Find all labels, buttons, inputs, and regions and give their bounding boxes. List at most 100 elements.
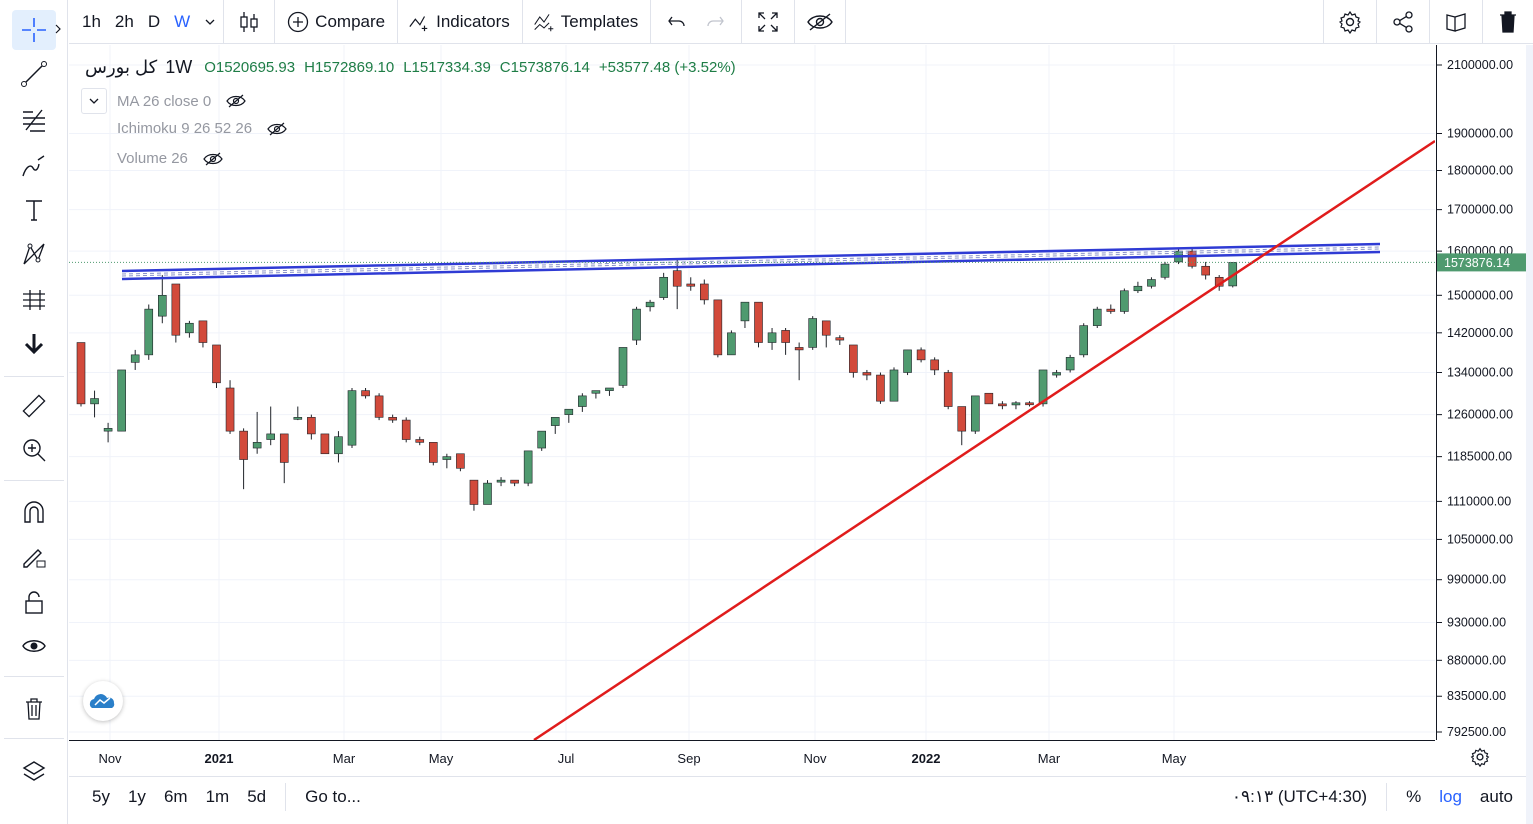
close-value: C1573876.14: [499, 59, 590, 76]
axis-settings-button[interactable]: [1460, 742, 1500, 772]
object-tree-button[interactable]: [12, 752, 56, 792]
last-price-badge: [1437, 253, 1527, 272]
change-value: +53577.48 (+3.52%): [598, 59, 736, 76]
collapse-legend-button[interactable]: [81, 88, 107, 114]
time-axis[interactable]: Nov 2021 Mar May Jul Sep Nov 2022 Mar May: [69, 740, 1435, 776]
price-axis-scale: 2100000.00 1900000.00 1800000.00 1700000.00…: [1437, 58, 1527, 739]
candle-down: [239, 430, 248, 460]
remove-drawings-button[interactable]: [12, 688, 56, 728]
candle-down: [943, 372, 953, 407]
snapshot-button[interactable]: [1430, 0, 1482, 44]
price-tick-label: 990000.00: [1447, 573, 1506, 587]
candle-up: [442, 456, 452, 460]
price-tick-label: 1110000.00: [1447, 494, 1511, 508]
chevron-right-icon[interactable]: [54, 23, 62, 35]
interval-1h-button[interactable]: 1h: [82, 11, 101, 31]
candle-down: [957, 406, 967, 432]
ma-indicator-label[interactable]: MA 26 close 0: [117, 92, 212, 110]
candle-down: [916, 349, 926, 361]
magnet-icon: [24, 501, 44, 523]
candle-up: [1079, 325, 1089, 356]
range-6m-button[interactable]: 6m: [163, 786, 188, 806]
candle-up: [537, 430, 547, 449]
share-button[interactable]: [1377, 0, 1429, 44]
auto-scale-button[interactable]: auto: [1479, 786, 1513, 806]
magnet-button[interactable]: [12, 492, 56, 532]
stay-drawing-button[interactable]: [12, 536, 56, 576]
candle-down: [76, 342, 86, 405]
lock-drawings-button[interactable]: [12, 582, 56, 622]
price-tick-label: 1185000.00: [1447, 450, 1512, 464]
chart-pane[interactable]: کل بورس 1W O1520695.93 H1572869.10 L151733…: [69, 45, 1435, 740]
interval-w-button[interactable]: W: [174, 11, 191, 31]
candle-up: [103, 428, 113, 432]
candle-down: [781, 330, 790, 343]
delete-chart-button[interactable]: [1483, 0, 1533, 44]
range-1m-button[interactable]: 1m: [205, 786, 230, 806]
candle-up: [185, 322, 194, 334]
range-5d-button[interactable]: 5d: [247, 786, 267, 806]
hide-indicators-button[interactable]: [795, 0, 845, 44]
range-5y-button[interactable]: 5y: [92, 786, 110, 806]
candle-down: [713, 299, 723, 356]
candle-up: [130, 354, 140, 363]
candle-down: [320, 433, 330, 455]
time-tick-label: Mar: [333, 751, 356, 766]
measure-tool-button[interactable]: [12, 386, 56, 426]
hide-drawings-button[interactable]: [12, 626, 56, 666]
candle-down: [510, 479, 519, 484]
arrow-tool-button[interactable]: [12, 324, 56, 364]
pattern-tool-button[interactable]: [12, 234, 56, 274]
indicators-icon: [409, 15, 428, 31]
brush-tool-button[interactable]: [12, 146, 56, 186]
candle-down: [279, 433, 289, 463]
brand-logo[interactable]: [83, 681, 123, 721]
redo-button[interactable]: [697, 0, 741, 44]
text-tool-button[interactable]: [12, 190, 56, 230]
range-1y-button[interactable]: 1y: [127, 786, 146, 806]
undo-button[interactable]: [651, 0, 697, 44]
brush-icon: [22, 155, 45, 177]
candle-down: [1201, 265, 1210, 276]
channel-upper-line: [121, 242, 1381, 273]
settings-button[interactable]: [1324, 0, 1376, 44]
text-icon: [26, 200, 42, 221]
compare-button[interactable]: Compare: [275, 0, 397, 44]
candle-up: [1133, 285, 1143, 292]
zoom-in-button[interactable]: [12, 430, 56, 470]
percent-scale-button[interactable]: %: [1406, 786, 1422, 806]
fib-tool-button[interactable]: [12, 100, 56, 140]
time-tick-label: May: [429, 751, 454, 766]
price-tick-label: 880000.00: [1447, 653, 1506, 667]
eye-crossed-icon[interactable]: [225, 93, 247, 109]
chart-type-button[interactable]: [224, 0, 274, 44]
volume-indicator-label[interactable]: Volume 26: [117, 150, 188, 167]
price-chart[interactable]: [69, 45, 1435, 740]
trendline-tool-button[interactable]: [12, 54, 56, 94]
time-tick-label: 2022: [912, 751, 941, 766]
right-gutter: [1526, 45, 1533, 824]
crosshair-tool-button[interactable]: [12, 10, 61, 50]
forecast-tool-button[interactable]: [12, 280, 56, 320]
interval-dropdown-button[interactable]: [197, 0, 223, 44]
timezone-clock[interactable]: ۰۹:۱۳ (UTC+4:30): [1231, 786, 1368, 806]
indicators-button[interactable]: Indicators: [398, 0, 522, 44]
candle-up: [740, 301, 750, 322]
eye-crossed-icon[interactable]: [202, 151, 224, 167]
symbol-name[interactable]: کل بورس: [85, 57, 158, 77]
templates-button[interactable]: Templates: [523, 0, 650, 44]
log-scale-button[interactable]: log: [1439, 786, 1462, 806]
candle-down: [374, 395, 384, 418]
interval-2h-button[interactable]: 2h: [114, 11, 134, 31]
goto-date-button[interactable]: Go to...: [305, 786, 361, 806]
price-axis[interactable]: 2100000.00 1900000.00 1800000.00 1700000.00…: [1436, 45, 1527, 740]
pitchfork-icon: [23, 109, 45, 132]
price-tick-label: 930000.00: [1447, 615, 1506, 629]
trash-icon: [26, 698, 42, 720]
ichimoku-indicator-label[interactable]: Ichimoku 9 26 52 26: [117, 120, 253, 137]
open-value: O1520695.93: [204, 59, 296, 76]
eye-crossed-icon[interactable]: [266, 121, 288, 137]
interval-d-button[interactable]: D: [147, 11, 161, 31]
fullscreen-button[interactable]: [742, 0, 794, 44]
